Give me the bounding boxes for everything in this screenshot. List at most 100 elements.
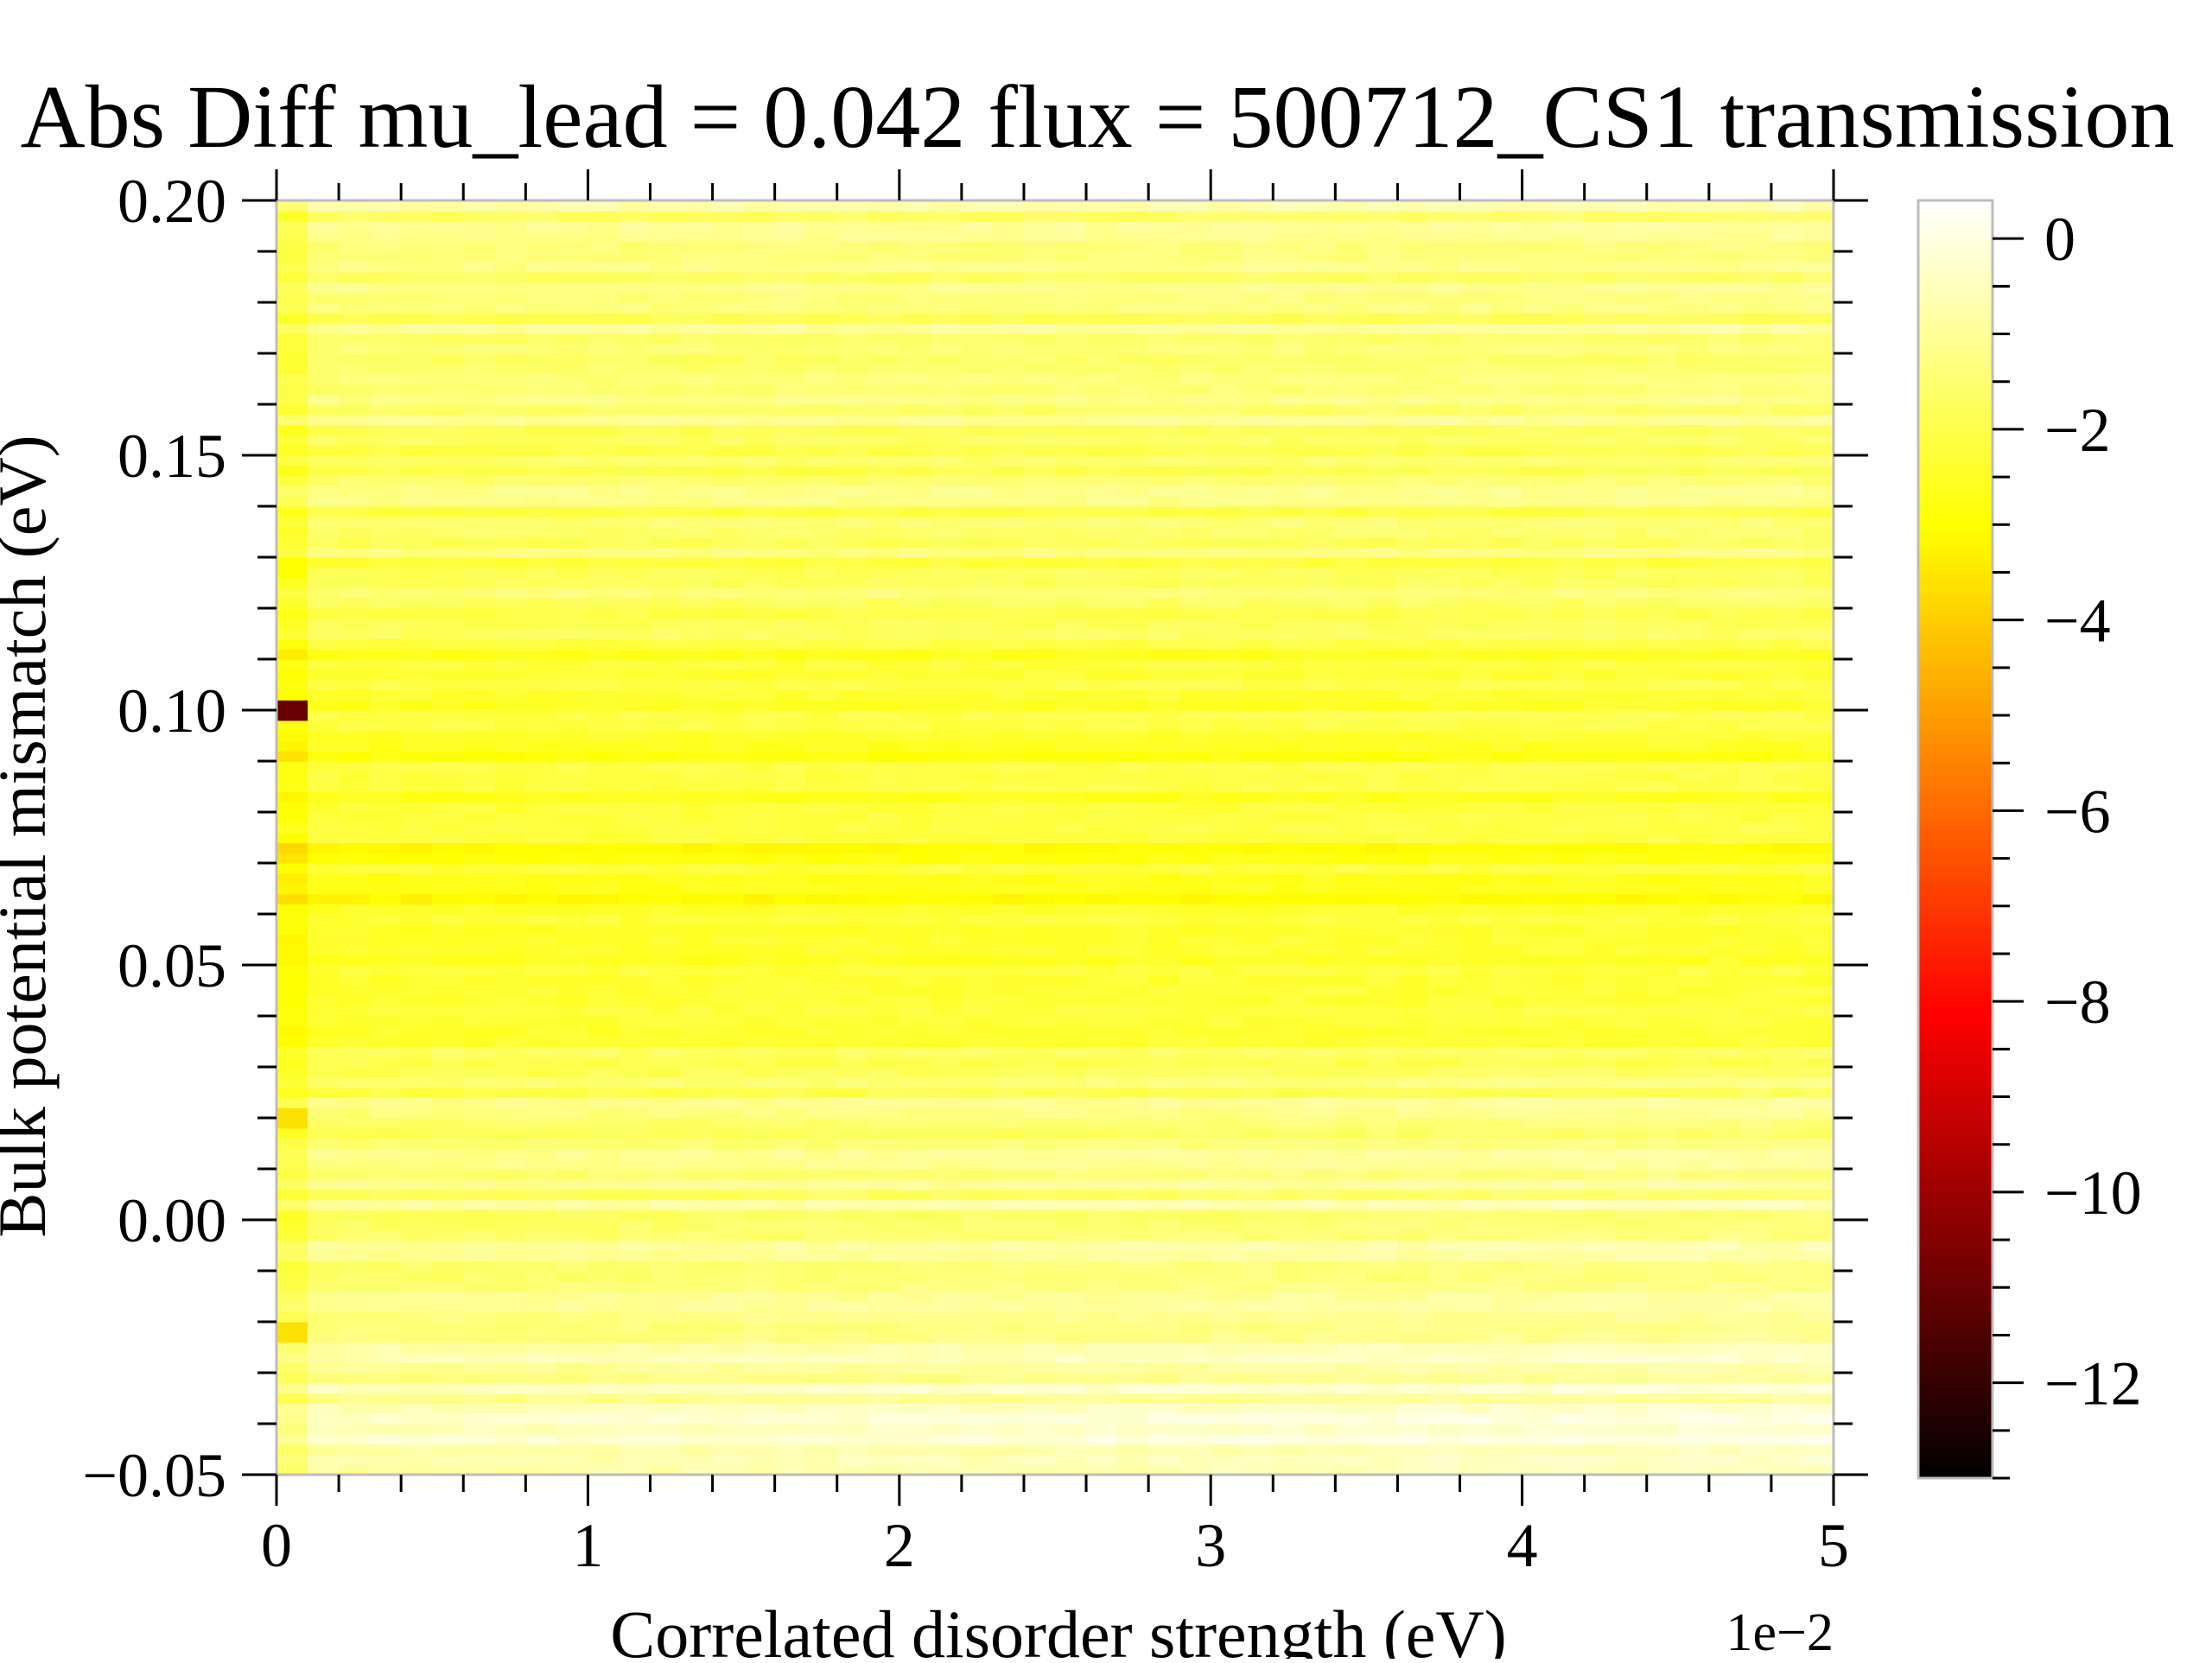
heatmap-cell — [1522, 1148, 1554, 1159]
heatmap-cell — [1646, 1301, 1679, 1312]
heatmap-cell — [899, 832, 931, 843]
heatmap-cell — [712, 965, 745, 976]
heatmap-cell — [339, 1127, 371, 1139]
heatmap-cell — [930, 873, 963, 885]
heatmap-cell — [1459, 883, 1492, 894]
heatmap-cell — [1179, 1076, 1211, 1089]
heatmap-cell — [712, 1301, 745, 1312]
heatmap-cell — [1428, 577, 1461, 588]
heatmap-cell — [494, 1178, 526, 1190]
heatmap-cell — [1615, 802, 1648, 813]
heatmap-cell — [961, 1424, 994, 1435]
heatmap-cell — [556, 904, 588, 915]
heatmap-cell — [1366, 1403, 1399, 1414]
heatmap-cell — [401, 730, 433, 741]
heatmap-cell — [1086, 1311, 1118, 1323]
heatmap-cell — [1397, 781, 1430, 792]
heatmap-cell — [930, 822, 963, 834]
heatmap-cell — [868, 1148, 900, 1159]
heatmap-cell — [1335, 1097, 1367, 1108]
heatmap-cell — [308, 995, 340, 1006]
heatmap-cell — [1739, 812, 1772, 823]
heatmap-cell — [1117, 1454, 1149, 1465]
heatmap-cell — [1522, 1240, 1554, 1251]
heatmap-cell — [1646, 1260, 1679, 1272]
heatmap-cell — [1086, 475, 1118, 486]
heatmap-cell — [619, 465, 652, 477]
heatmap-cell — [836, 536, 869, 548]
heatmap-cell — [1770, 740, 1803, 752]
heatmap-cell — [836, 1413, 869, 1425]
heatmap-cell — [619, 1240, 652, 1251]
heatmap-cell — [650, 1454, 683, 1465]
heatmap-cell — [463, 985, 495, 996]
heatmap-cell — [650, 1403, 683, 1414]
heatmap-cell — [961, 1127, 994, 1139]
heatmap-cell — [930, 475, 963, 486]
heatmap-cell — [370, 1158, 402, 1170]
heatmap-cell — [1023, 455, 1056, 467]
heatmap-cell — [370, 1209, 402, 1221]
heatmap-cell — [1677, 455, 1710, 467]
heatmap-cell — [805, 1108, 838, 1119]
heatmap-cell — [308, 1127, 340, 1139]
heatmap-cell — [1397, 1138, 1430, 1149]
heatmap-cell — [899, 638, 931, 650]
heatmap-cell — [1055, 1148, 1087, 1159]
heatmap-cell — [1646, 1148, 1679, 1159]
heatmap-cell — [1055, 771, 1087, 783]
heatmap-cell — [1242, 751, 1274, 762]
heatmap-cell — [774, 812, 807, 823]
heatmap-cell — [1055, 1087, 1087, 1098]
heatmap-cell — [339, 832, 371, 843]
heatmap-cell — [525, 587, 557, 599]
heatmap-cell — [1086, 1046, 1118, 1057]
heatmap-cell — [1023, 1240, 1056, 1251]
heatmap-cell — [681, 893, 714, 904]
heatmap-cell — [370, 974, 402, 987]
heatmap-cell — [1708, 1280, 1741, 1292]
heatmap-cell — [1397, 689, 1430, 701]
heatmap-cell — [1802, 791, 1834, 803]
heatmap-cell — [1677, 608, 1710, 619]
heatmap-cell — [619, 1067, 652, 1078]
heatmap-cell — [961, 536, 994, 548]
heatmap-cell — [743, 608, 776, 619]
heatmap-cell — [1739, 659, 1772, 670]
heatmap-cell — [1055, 1382, 1087, 1394]
heatmap-cell — [774, 1271, 807, 1282]
heatmap-cell — [1491, 812, 1523, 823]
heatmap-cell — [992, 516, 1025, 528]
heatmap-cell — [899, 1291, 931, 1302]
heatmap-cell — [1023, 628, 1056, 639]
heatmap-cell — [525, 506, 557, 517]
heatmap-cell — [463, 700, 495, 711]
heatmap-cell — [1708, 1260, 1741, 1272]
heatmap-cell — [1211, 700, 1243, 711]
heatmap-cell — [1366, 1240, 1399, 1251]
heatmap-cell — [1522, 669, 1554, 681]
heatmap-cell — [525, 689, 557, 701]
heatmap-cell — [1148, 934, 1180, 945]
heatmap-cell — [961, 547, 994, 558]
heatmap-cell — [712, 995, 745, 1006]
heatmap-cell — [992, 1331, 1025, 1343]
heatmap-cell — [1770, 781, 1803, 792]
heatmap-cell — [1584, 842, 1617, 854]
heatmap-cell — [1584, 863, 1617, 874]
heatmap-cell — [1148, 1229, 1180, 1241]
heatmap-cell — [276, 1280, 308, 1292]
heatmap-cell — [619, 649, 652, 660]
heatmap-cell — [1397, 567, 1430, 579]
heatmap-cell — [1739, 791, 1772, 803]
heatmap-cell — [1304, 1178, 1336, 1190]
heatmap-cell — [1023, 1229, 1056, 1241]
heatmap-cell — [1023, 944, 1056, 955]
heatmap-cell — [370, 1352, 402, 1363]
heatmap-cell — [712, 557, 745, 568]
heatmap-cell — [276, 1138, 308, 1149]
heatmap-cell — [1708, 587, 1741, 599]
heatmap-cell — [712, 904, 745, 915]
heatmap-cell — [1086, 904, 1118, 915]
heatmap-cell — [899, 475, 931, 486]
